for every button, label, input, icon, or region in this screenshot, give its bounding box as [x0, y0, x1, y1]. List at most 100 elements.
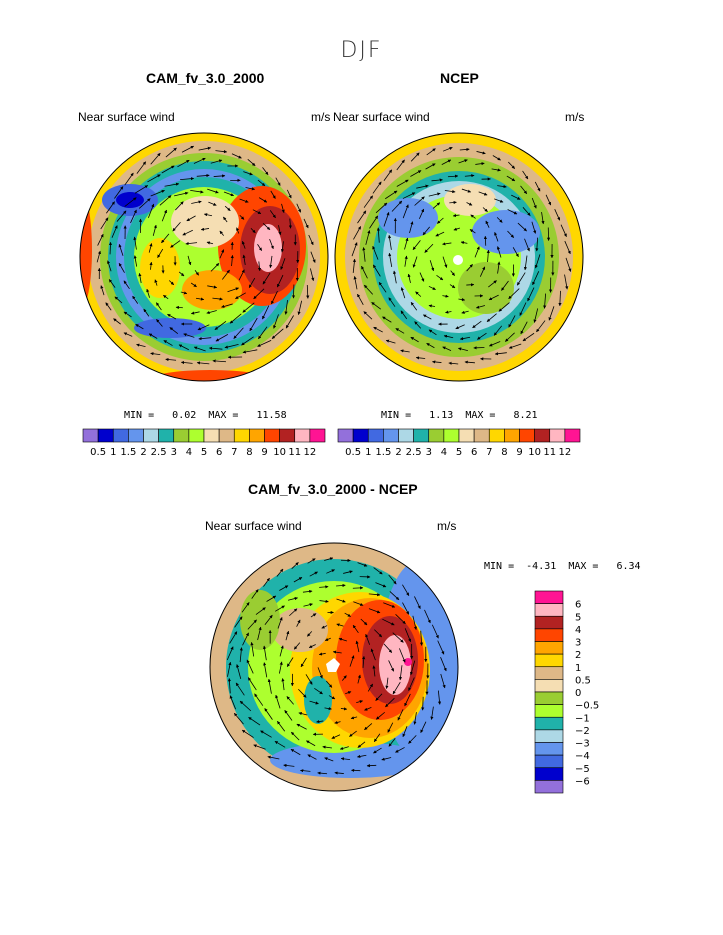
wind-vector — [229, 313, 242, 324]
wind-vector — [196, 173, 210, 178]
wind-vector — [355, 640, 360, 653]
wind-vector — [260, 730, 272, 738]
wind-vector — [324, 757, 334, 762]
wind-vector — [96, 250, 101, 263]
colorbar-tick-label: −1 — [575, 713, 590, 724]
wind-vector — [185, 241, 198, 246]
wind-vector — [124, 197, 137, 207]
wind-vector — [340, 707, 348, 711]
colorbar-tick-label: 10 — [273, 447, 286, 458]
wind-vector — [543, 293, 547, 309]
wind-vector — [132, 295, 139, 304]
wind-vector — [242, 302, 255, 313]
wind-vector — [326, 569, 335, 574]
wind-vector — [373, 733, 381, 743]
wind-vector — [318, 652, 326, 656]
colorbar-tick-label: 7 — [486, 447, 492, 458]
wind-vector — [488, 280, 497, 288]
wind-vector — [506, 175, 516, 182]
colorbar-swatch — [112, 428, 129, 443]
wind-vector — [564, 274, 569, 290]
wind-vector — [459, 336, 471, 341]
wind-vector — [235, 682, 245, 696]
wind-vector — [223, 191, 234, 197]
wind-vector — [187, 255, 192, 266]
wind-vector — [123, 311, 132, 318]
wind-vector — [213, 174, 226, 178]
wind-vector — [208, 201, 217, 206]
wind-vector — [356, 700, 363, 704]
colorbar-obs: 0.5 1 1.5 2 2.5 3 4 5 6 7 8 9 10 11 12 — [337, 428, 581, 458]
min-value: 0.02 — [172, 410, 197, 421]
wind-vector — [372, 665, 376, 677]
wind-vector — [531, 197, 537, 209]
min-label: MIN = — [484, 561, 515, 572]
wind-vector — [388, 252, 393, 267]
wind-vector — [212, 297, 223, 301]
wind-vector — [464, 174, 475, 178]
wind-vector — [482, 207, 488, 212]
wind-vector — [437, 690, 442, 705]
wind-vector — [496, 217, 503, 223]
colorbar-swatch — [352, 428, 369, 443]
wind-vector — [263, 662, 268, 678]
wind-vector — [235, 292, 246, 300]
wind-vector — [357, 293, 364, 306]
wind-vector — [143, 308, 150, 317]
wind-vector — [486, 313, 497, 323]
colorbar-swatch — [337, 428, 354, 443]
wind-vector — [186, 215, 196, 222]
wind-vector — [193, 346, 206, 352]
wind-vector — [522, 170, 529, 180]
wind-vector — [396, 159, 405, 171]
colorbar-tick-label: 6 — [471, 447, 477, 458]
wind-vector — [190, 282, 197, 288]
wind-vector — [536, 320, 546, 333]
wind-vector — [458, 298, 466, 302]
wind-vector — [276, 568, 284, 577]
wind-vector — [378, 281, 387, 293]
wind-vector — [134, 185, 149, 194]
wind-vector — [352, 586, 364, 590]
wind-vector — [442, 256, 448, 268]
wind-vector — [364, 706, 372, 711]
wind-vector — [388, 738, 396, 747]
wind-vector — [343, 570, 353, 574]
wind-vector — [353, 226, 362, 240]
wind-vector — [516, 272, 526, 286]
wind-vector — [410, 301, 418, 311]
wind-vector — [363, 284, 374, 295]
wind-vector — [248, 277, 256, 289]
min-value: 1.13 — [429, 410, 454, 421]
wind-vector — [517, 222, 527, 232]
wind-vector — [267, 678, 272, 694]
colorbar-swatch — [534, 653, 564, 668]
wind-vector — [352, 258, 356, 273]
colorbar-tick-label: 4 — [575, 625, 581, 636]
wind-vector — [523, 255, 528, 271]
wind-vector — [425, 163, 436, 170]
wind-vector — [271, 290, 278, 305]
wind-vector — [108, 279, 116, 288]
wind-vector — [288, 218, 292, 229]
wind-vector — [233, 712, 244, 725]
colorbar-swatch — [218, 428, 235, 443]
wind-vector — [319, 599, 329, 603]
wind-vector — [385, 339, 396, 344]
wind-vector — [408, 735, 417, 744]
wind-vector — [370, 648, 376, 661]
wind-vector — [363, 311, 373, 320]
wind-vector — [253, 288, 265, 300]
wind-vector — [412, 240, 421, 250]
colorbar-tick-label: 2.5 — [406, 447, 422, 458]
wind-vector — [498, 302, 510, 312]
wind-vector — [324, 557, 334, 561]
wind-vector — [281, 678, 285, 691]
wind-vector — [198, 146, 212, 151]
wind-vector — [402, 204, 409, 219]
wind-vector — [258, 197, 268, 203]
wind-vector — [275, 694, 281, 709]
wind-vector — [461, 188, 472, 193]
wind-vector — [227, 287, 239, 293]
wind-vector — [124, 172, 134, 186]
